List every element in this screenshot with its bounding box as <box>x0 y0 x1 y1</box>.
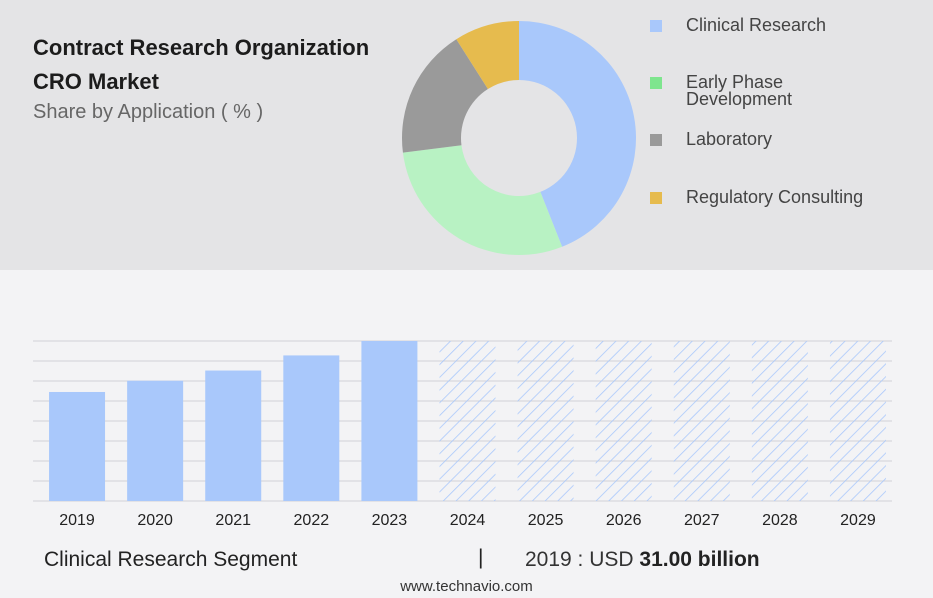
x-tick-label: 2027 <box>684 512 720 529</box>
segment-value-amount: 31.00 billion <box>639 548 760 571</box>
legend-label: Laboratory <box>686 129 773 149</box>
donut-slice-early-phase-development <box>402 145 563 255</box>
x-tick-label: 2023 <box>372 512 408 529</box>
legend-label: Clinical Research <box>686 15 827 35</box>
footer-separator: | <box>478 546 484 569</box>
segment-value: 2019 : USD 31.00 billion <box>525 548 760 572</box>
chart-title-line-1: Contract Research Organization <box>33 35 370 60</box>
x-tick-label: 2021 <box>215 512 251 529</box>
x-tick-label: 2028 <box>762 512 798 529</box>
legend-item-laboratory: Laboratory <box>650 128 772 148</box>
donut-chart <box>402 21 637 255</box>
legend-item-early-phase-development: Early Phase Development <box>650 71 836 108</box>
x-tick-label: 2020 <box>137 512 173 529</box>
legend-label: Early Phase Development <box>686 72 793 109</box>
bar-2023 <box>361 341 418 501</box>
forecast-bar-2028 <box>751 341 808 501</box>
x-tick-label: 2022 <box>294 512 330 529</box>
forecast-bar-2025 <box>517 341 574 501</box>
bar-2022 <box>283 355 340 501</box>
legend-swatch <box>650 134 662 146</box>
chart-subtitle: Share by Application ( % ) <box>33 101 264 123</box>
legend-item-clinical-research: Clinical Research <box>650 14 826 34</box>
legend-label: Regulatory Consulting <box>686 187 864 207</box>
segment-value-prefix: 2019 : USD <box>525 548 634 571</box>
forecast-bar-2029 <box>829 341 886 501</box>
x-tick-label: 2026 <box>606 512 642 529</box>
legend: Clinical Research Early Phase Developmen… <box>650 0 930 270</box>
forecast-bar-2027 <box>673 341 730 501</box>
source-url: www.technavio.com <box>400 578 533 595</box>
forecast-bar-2024 <box>439 341 496 501</box>
bar-2020 <box>127 380 184 501</box>
bar-2019 <box>49 391 106 501</box>
x-tick-label: 2029 <box>840 512 876 529</box>
bar-2021 <box>205 370 262 501</box>
forecast-bar-2026 <box>595 341 652 501</box>
donut-slice-clinical-research <box>519 21 637 247</box>
x-tick-label: 2025 <box>528 512 564 529</box>
segment-label: Clinical Research Segment <box>44 548 298 571</box>
chart-title: Contract Research Organization CRO Marke… <box>33 31 369 99</box>
x-tick-label: 2024 <box>450 512 486 529</box>
legend-swatch <box>650 77 662 89</box>
legend-swatch <box>650 20 662 32</box>
legend-swatch <box>650 192 662 204</box>
donut-slice-regulatory-consulting <box>456 21 519 90</box>
donut-slice-laboratory <box>402 39 488 153</box>
chart-title-line-2: CRO Market <box>33 69 159 94</box>
x-tick-label: 2019 <box>59 512 95 529</box>
legend-item-regulatory-consulting: Regulatory Consulting <box>650 186 863 206</box>
bar-chart: 2019 2020 2021 2022 2023 2024 2025 2026 2027 2028… <box>33 340 892 529</box>
